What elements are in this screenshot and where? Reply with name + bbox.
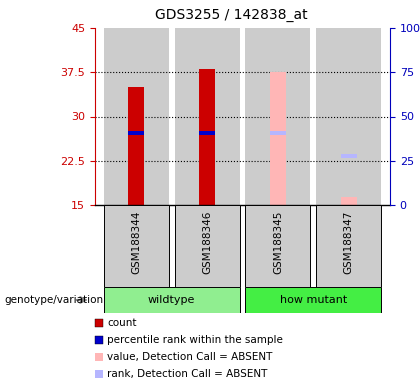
Text: GSM188346: GSM188346 (202, 210, 212, 273)
Bar (270, 131, 286, 136)
Text: genotype/variation: genotype/variation (4, 295, 103, 305)
Bar (95, 353, 103, 361)
Bar (245, 28, 310, 205)
Bar (199, 69, 215, 205)
Bar (104, 205, 169, 287)
Bar (245, 205, 310, 287)
Text: GDS3255 / 142838_at: GDS3255 / 142838_at (155, 8, 307, 22)
Text: percentile rank within the sample: percentile rank within the sample (107, 335, 283, 345)
Bar (128, 131, 144, 136)
Text: count: count (107, 318, 136, 328)
Text: rank, Detection Call = ABSENT: rank, Detection Call = ABSENT (107, 369, 268, 379)
Bar (175, 205, 239, 287)
Text: value, Detection Call = ABSENT: value, Detection Call = ABSENT (107, 352, 273, 362)
Bar (316, 205, 381, 287)
Bar (95, 336, 103, 344)
Text: GSM188345: GSM188345 (273, 210, 283, 273)
Bar (95, 370, 103, 378)
Text: wildtype: wildtype (148, 295, 195, 305)
Bar (270, 72, 286, 205)
Bar (175, 28, 239, 205)
Text: GSM188347: GSM188347 (344, 210, 354, 273)
Bar (128, 87, 144, 205)
Bar (245, 287, 381, 313)
Text: how mutant: how mutant (280, 295, 347, 305)
Bar (341, 154, 357, 158)
Bar (316, 28, 381, 205)
Text: GSM188344: GSM188344 (131, 210, 141, 273)
Bar (104, 28, 169, 205)
Bar (199, 131, 215, 136)
Bar (104, 287, 239, 313)
Bar (95, 319, 103, 327)
Bar (341, 197, 357, 205)
